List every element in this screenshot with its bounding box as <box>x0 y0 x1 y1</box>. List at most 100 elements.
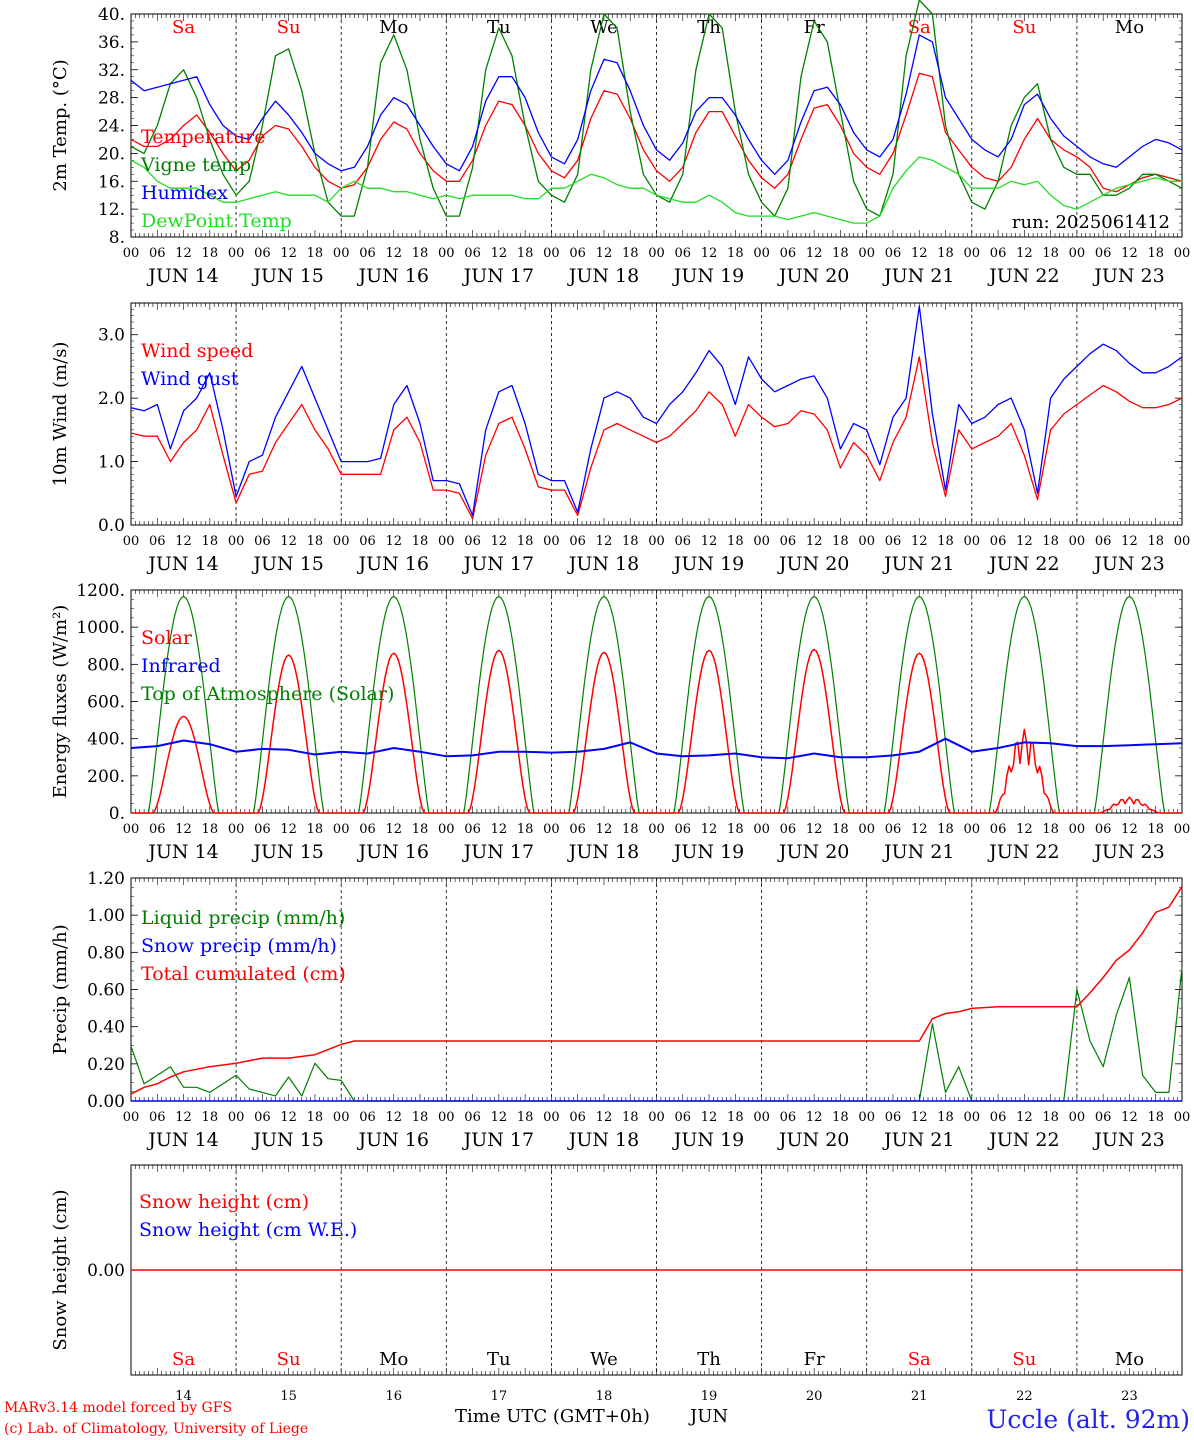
x-date-label: JUN 15 <box>251 553 323 575</box>
y-tick-label: 800. <box>87 655 125 675</box>
x-hour-label: 06 <box>254 534 271 549</box>
x-hour-label: 06 <box>254 246 271 261</box>
x-hour-label: 00 <box>648 822 665 837</box>
y-tick-label: 28. <box>98 89 125 109</box>
x-hour-label: 06 <box>464 1110 481 1125</box>
x-hour-label: 06 <box>254 1110 271 1125</box>
x-date-label: JUN 23 <box>1092 265 1164 287</box>
x-date-label: JUN 21 <box>882 1129 954 1151</box>
series-wind-speed <box>130 356 1183 520</box>
y-tick-label: 0.00 <box>87 1092 125 1112</box>
x-hour-label: 00 <box>228 822 245 837</box>
x-hour-label: 00 <box>1069 246 1086 261</box>
x-hour-label: 06 <box>569 1110 586 1125</box>
series-total-cumulated <box>130 886 1183 1095</box>
x-hour-label: 00 <box>1174 246 1191 261</box>
x-date-label: JUN 17 <box>462 1129 534 1151</box>
x-hour-label: 00 <box>333 534 350 549</box>
x-hour-label: 00 <box>543 246 560 261</box>
x-hour-label: 00 <box>1174 1110 1191 1125</box>
x-hour-label: 06 <box>464 534 481 549</box>
y-tick-label: 0.40 <box>87 1018 125 1038</box>
x-hour-label: 00 <box>1069 534 1086 549</box>
x-hour-label: 00 <box>333 246 350 261</box>
y-axis-label: Energy fluxes (W/m²) <box>50 605 71 799</box>
weekday-label: Mo <box>1115 1349 1144 1370</box>
x-hour-label: 12 <box>806 246 823 261</box>
weekday-label: Mo <box>379 17 408 38</box>
x-hour-label: 12 <box>1016 534 1033 549</box>
x-hour-label: 06 <box>675 822 692 837</box>
y-tick-label: 1.00 <box>87 906 125 926</box>
x-date-label: JUN 20 <box>777 265 849 287</box>
x-day-number: 16 <box>385 1389 402 1404</box>
x-date-label: JUN 19 <box>672 265 744 287</box>
x-hour-label: 00 <box>753 246 770 261</box>
x-hour-label: 00 <box>1174 822 1191 837</box>
weekday-label: Fr <box>804 1349 825 1370</box>
x-hour-label: 18 <box>937 1110 954 1125</box>
x-hour-label: 18 <box>622 246 639 261</box>
x-axis-month: JUN <box>688 1406 728 1427</box>
x-hour-label: 12 <box>175 246 192 261</box>
x-hour-label: 18 <box>517 822 534 837</box>
x-date-label: JUN 22 <box>987 265 1059 287</box>
legend-humidex: Humidex <box>141 182 228 204</box>
x-date-label: JUN 23 <box>1092 841 1164 863</box>
panel-10m-wind-m-s: 0.0 1.0 2.0 3.0 10m Wind (m/s) 00 06 12 18 JUN 14… <box>50 302 1190 575</box>
x-hour-label: 00 <box>438 246 455 261</box>
x-hour-label: 06 <box>885 534 902 549</box>
x-hour-label: 06 <box>780 246 797 261</box>
x-hour-label: 12 <box>911 1110 928 1125</box>
legend-vigne-temp: Vigne temp <box>140 154 251 176</box>
x-date-label: JUN 18 <box>567 841 639 863</box>
x-hour-label: 18 <box>202 246 219 261</box>
x-date-label: JUN 20 <box>777 1129 849 1151</box>
x-hour-label: 00 <box>1069 1110 1086 1125</box>
x-hour-label: 00 <box>858 822 875 837</box>
x-hour-label: 06 <box>149 822 166 837</box>
x-hour-label: 06 <box>569 534 586 549</box>
x-hour-label: 18 <box>1042 822 1059 837</box>
weekday-label: Th <box>697 17 721 38</box>
x-hour-label: 06 <box>149 246 166 261</box>
y-tick-label: 40. <box>98 5 125 25</box>
x-hour-label: 00 <box>228 246 245 261</box>
legend-dewpoint-temp: DewPoint Temp <box>141 210 292 232</box>
x-hour-label: 00 <box>123 534 140 549</box>
x-hour-label: 06 <box>1095 822 1112 837</box>
x-hour-label: 18 <box>832 534 849 549</box>
x-hour-label: 18 <box>832 1110 849 1125</box>
x-hour-label: 12 <box>1016 246 1033 261</box>
x-hour-label: 18 <box>1147 822 1164 837</box>
x-hour-label: 06 <box>569 246 586 261</box>
lab-credit: (c) Lab. of Climatology, University of L… <box>4 1421 308 1437</box>
x-hour-label: 06 <box>359 1110 376 1125</box>
x-hour-label: 00 <box>964 1110 981 1125</box>
y-tick-label: 0.80 <box>87 943 125 963</box>
y-tick-label: 32. <box>98 61 125 81</box>
x-hour-label: 00 <box>858 246 875 261</box>
x-hour-label: 12 <box>596 246 613 261</box>
y-tick-label: 36. <box>98 33 125 53</box>
weekday-label: Su <box>1012 17 1036 38</box>
x-hour-label: 12 <box>1121 1110 1138 1125</box>
x-date-label: JUN 16 <box>357 553 429 575</box>
x-hour-label: 00 <box>123 1110 140 1125</box>
x-hour-label: 06 <box>1095 246 1112 261</box>
legend-wind-gust: Wind gust <box>141 368 239 390</box>
weekday-label: Tu <box>487 1349 511 1370</box>
x-hour-label: 00 <box>543 1110 560 1125</box>
x-hour-label: 12 <box>280 1110 297 1125</box>
x-hour-label: 00 <box>964 822 981 837</box>
x-hour-label: 00 <box>228 534 245 549</box>
x-hour-label: 12 <box>491 822 508 837</box>
x-hour-label: 00 <box>858 1110 875 1125</box>
x-hour-label: 12 <box>911 534 928 549</box>
x-hour-label: 12 <box>1121 534 1138 549</box>
x-day-number: 15 <box>280 1389 297 1404</box>
x-hour-label: 12 <box>175 534 192 549</box>
x-hour-label: 06 <box>675 534 692 549</box>
x-hour-label: 06 <box>149 1110 166 1125</box>
